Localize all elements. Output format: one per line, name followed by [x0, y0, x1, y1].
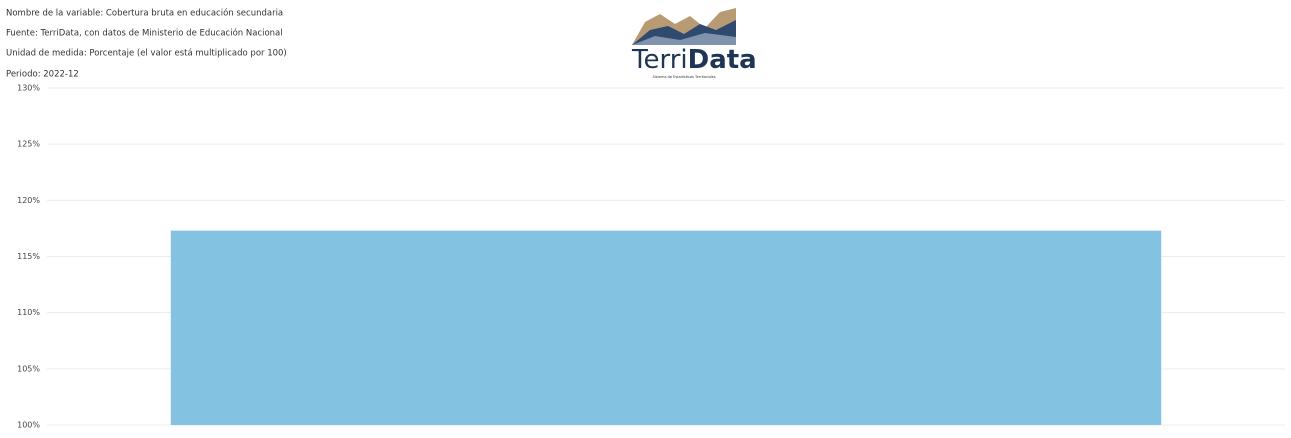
y-tick-label: 110%	[17, 308, 40, 317]
y-tick-label: 125%	[17, 140, 40, 149]
header-line: Unidad de medida: Porcentaje (el valor e…	[6, 49, 287, 59]
logo-text-bold: Data	[688, 45, 757, 75]
y-tick-label: 105%	[17, 364, 40, 373]
header-line: Fuente: TerriData, con datos de Minister…	[6, 28, 283, 39]
logo-mountain	[632, 33, 736, 45]
y-tick-label: 115%	[17, 252, 40, 261]
logo: TerriData Sistema de Estadísticas Territ…	[631, 8, 757, 79]
y-tick-label: 130%	[17, 84, 40, 93]
logo-text-light: Terri	[631, 45, 688, 75]
bar	[170, 230, 1162, 425]
header-line: Nombre de la variable: Cobertura bruta e…	[6, 8, 283, 19]
logo-tagline: Sistema de Estadísticas Territoriales	[652, 75, 715, 79]
logo-text: TerriData	[631, 45, 757, 75]
y-tick-label: 120%	[17, 196, 40, 205]
header-line: Periodo: 2022-12	[6, 70, 79, 80]
y-tick-label: 100%	[17, 421, 40, 430]
